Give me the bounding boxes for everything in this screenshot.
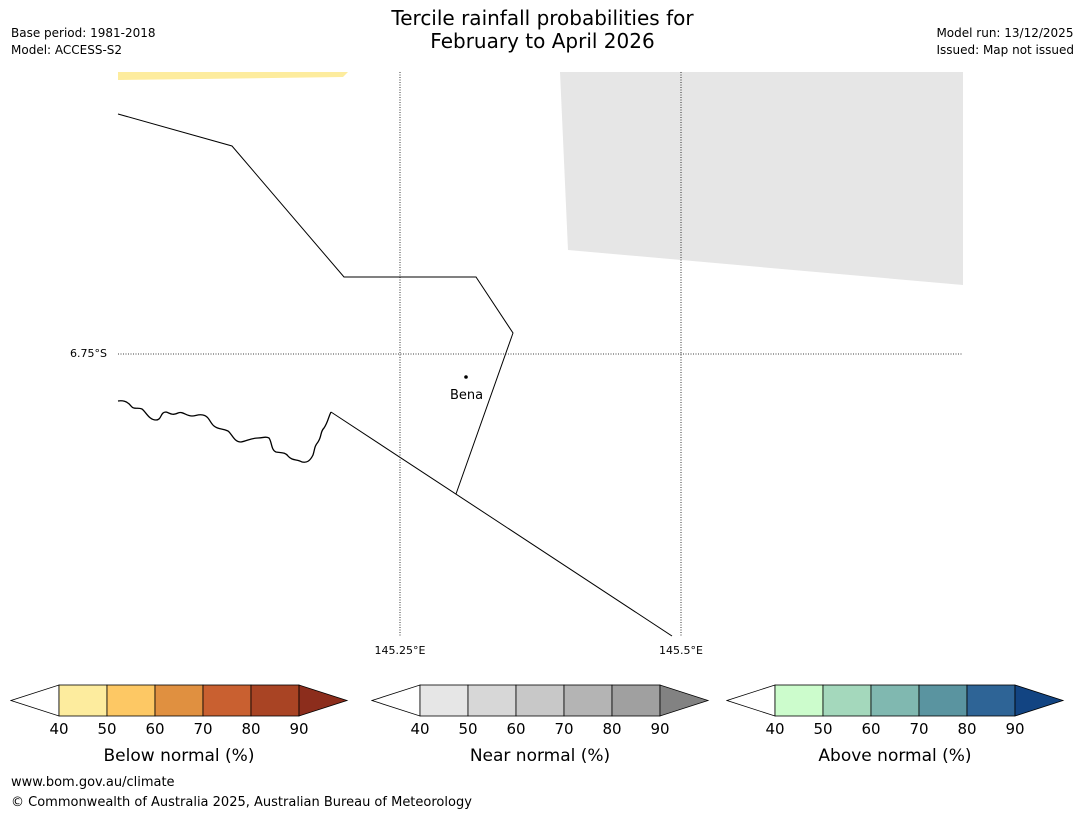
above-colorbar-tick-label: 80: [957, 720, 977, 738]
near-colorbar-segment: [563, 684, 613, 717]
above-colorbar-segment: [822, 684, 872, 717]
longitude-label-2: 145.5°E: [659, 644, 703, 657]
above-colorbar-segment: [966, 684, 1016, 717]
below-colorbar-segment: [106, 684, 156, 717]
colorbar-above-normal: [726, 684, 1065, 717]
near-colorbar-tick-label: 60: [506, 720, 526, 738]
below-colorbar-low-extension: [10, 684, 60, 717]
near-colorbar-segment: [611, 684, 661, 717]
map-title: Tercile rainfall probabilities for Febru…: [0, 7, 1085, 53]
near-colorbar-segment: [467, 684, 517, 717]
near-colorbar-tick-label: 90: [650, 720, 670, 738]
below-colorbar-segment: [202, 684, 252, 717]
near-colorbar-tick-label: 80: [602, 720, 622, 738]
meta-left: Base period: 1981-2018 Model: ACCESS-S2: [11, 25, 156, 59]
below-colorbar-segment: [250, 684, 300, 717]
title-line-1: Tercile rainfall probabilities for: [391, 6, 694, 30]
near-colorbar-tick-label: 40: [410, 720, 430, 738]
near-colorbar-high-extension: [659, 684, 710, 717]
place-label-bena: Bena: [450, 388, 484, 403]
near-colorbar-tick-label: 70: [554, 720, 574, 738]
title-line-2: February to April 2026: [430, 29, 655, 53]
below-colorbar-segment: [58, 684, 108, 717]
colorbar-title-near: Near normal (%): [469, 746, 611, 766]
footer-url[interactable]: www.bom.gov.au/climate: [11, 775, 175, 790]
below-colorbar-tick-label: 50: [97, 720, 117, 738]
near-colorbar-tick-label: 50: [458, 720, 478, 738]
latitude-label: 6.75°S: [70, 347, 107, 360]
above-colorbar-tick-label: 40: [765, 720, 785, 738]
issued-status: Issued: Map not issued: [936, 43, 1074, 57]
colorbar-title-above: Above normal (%): [818, 746, 972, 766]
above-colorbar-tick-label: 50: [813, 720, 833, 738]
below-normal-patch: [118, 72, 348, 80]
province-boundary-south: [330, 411, 673, 637]
above-colorbar-tick-label: 70: [909, 720, 929, 738]
above-colorbar-segment: [870, 684, 920, 717]
below-colorbar-segment: [154, 684, 204, 717]
colorbar-near-normal: [371, 684, 710, 717]
near-colorbar-segment: [419, 684, 469, 717]
model-run: Model run: 13/12/2025: [936, 26, 1074, 40]
above-colorbar-segment: [918, 684, 968, 717]
near-colorbar-low-extension: [371, 684, 421, 717]
below-colorbar-high-extension: [298, 684, 349, 717]
below-colorbar-tick-label: 40: [49, 720, 69, 738]
province-boundary: [117, 113, 514, 495]
near-normal-patch: [560, 72, 963, 285]
model-name: Model: ACCESS-S2: [11, 43, 123, 57]
above-colorbar-tick-label: 60: [861, 720, 881, 738]
base-period: Base period: 1981-2018: [11, 26, 156, 40]
longitude-label-1: 145.25°E: [374, 644, 426, 657]
below-colorbar-tick-label: 70: [193, 720, 213, 738]
meta-right: Model run: 13/12/2025 Issued: Map not is…: [936, 25, 1074, 59]
above-colorbar-tick-label: 90: [1005, 720, 1025, 738]
above-colorbar-high-extension: [1014, 684, 1065, 717]
colorbar-title-below: Below normal (%): [103, 746, 255, 766]
above-colorbar-low-extension: [726, 684, 776, 717]
bena-location-marker: [464, 375, 468, 379]
colorbar-below-normal: [10, 684, 349, 717]
river-line: [117, 400, 332, 463]
above-colorbar-segment: [774, 684, 824, 717]
below-colorbar-tick-label: 90: [289, 720, 309, 738]
near-colorbar-segment: [515, 684, 565, 717]
footer-copyright: © Commonwealth of Australia 2025, Austra…: [11, 795, 472, 810]
below-colorbar-tick-label: 60: [145, 720, 165, 738]
below-colorbar-tick-label: 80: [241, 720, 261, 738]
map-canvas: [117, 72, 963, 637]
